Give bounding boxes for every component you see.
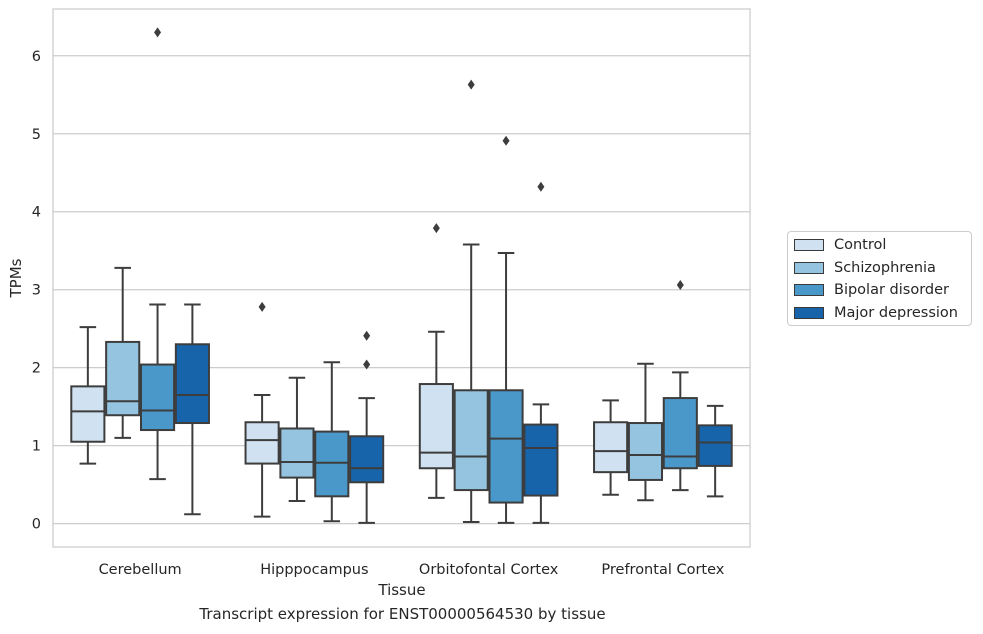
box-iqr bbox=[105, 340, 141, 417]
plot-frame bbox=[52, 8, 751, 548]
legend-item-major-depression: Major depression bbox=[794, 303, 958, 323]
legend-swatch-schizophrenia bbox=[794, 262, 824, 274]
x-tick-label: Prefrontal Cortex bbox=[601, 562, 724, 578]
box-hipppocampus-control bbox=[244, 301, 280, 518]
legend-label-schizophrenia: Schizophrenia bbox=[834, 260, 936, 276]
outlier-point bbox=[467, 79, 475, 90]
y-tick-label: 5 bbox=[32, 127, 41, 143]
box-orbitofontal-cortex-control bbox=[418, 223, 454, 499]
box-iqr bbox=[244, 421, 280, 465]
y-tick-label: 4 bbox=[32, 205, 41, 221]
box-iqr bbox=[488, 389, 524, 504]
y-tick-label: 1 bbox=[32, 439, 41, 455]
outlier-point bbox=[537, 181, 545, 192]
box-orbitofontal-cortex-major-depression bbox=[523, 181, 559, 524]
y-axis-label: TPMs bbox=[7, 258, 25, 298]
box-hipppocampus-bipolar-disorder bbox=[314, 361, 350, 523]
legend-item-schizophrenia: Schizophrenia bbox=[794, 258, 936, 278]
x-tick-labels: Cerebellum Hipppocampus Orbitofontal Corte… bbox=[99, 562, 725, 578]
y-tick-labels: 0 1 2 3 4 5 6 bbox=[32, 49, 41, 533]
box-iqr bbox=[70, 385, 106, 443]
box-cerebellum-bipolar-disorder bbox=[139, 27, 176, 481]
y-tick-label: 3 bbox=[32, 283, 41, 299]
box-iqr bbox=[453, 389, 489, 492]
legend-label-control: Control bbox=[834, 237, 887, 253]
legend-label-bipolar-disorder: Bipolar disorder bbox=[834, 282, 949, 298]
x-tick-label: Cerebellum bbox=[99, 562, 182, 578]
x-tick-label: Orbitofontal Cortex bbox=[419, 562, 559, 578]
box-orbitofontal-cortex-schizophrenia bbox=[453, 79, 489, 524]
x-axis-label: Tissue bbox=[377, 581, 425, 599]
box-iqr bbox=[627, 422, 664, 481]
box-iqr bbox=[279, 427, 315, 479]
box-prefrontal-cortex-major-depression bbox=[697, 404, 733, 498]
y-tick-label: 0 bbox=[32, 517, 41, 533]
box-iqr bbox=[349, 435, 385, 484]
box-orbitofontal-cortex-bipolar-disorder bbox=[488, 135, 524, 524]
outlier-point bbox=[502, 135, 510, 146]
box-hipppocampus-schizophrenia bbox=[279, 376, 315, 502]
outlier-point bbox=[154, 27, 162, 38]
box-iqr bbox=[662, 397, 698, 470]
legend-label-major-depression: Major depression bbox=[834, 305, 958, 321]
box-iqr bbox=[697, 424, 733, 467]
box-prefrontal-cortex-bipolar-disorder bbox=[662, 280, 698, 492]
outlier-point bbox=[676, 280, 684, 291]
box-cerebellum-major-depression bbox=[174, 303, 210, 516]
box-cerebellum-schizophrenia bbox=[105, 266, 141, 439]
y-tick-label: 2 bbox=[32, 361, 41, 377]
box-iqr bbox=[139, 363, 176, 432]
legend-swatch-major-depression bbox=[794, 307, 824, 319]
outlier-point bbox=[363, 359, 371, 370]
x-tick-label: Hipppocampus bbox=[260, 562, 368, 578]
box-iqr bbox=[314, 430, 350, 498]
box-iqr bbox=[174, 343, 210, 425]
chart-caption: Transcript expression for ENST0000056453… bbox=[199, 605, 606, 623]
box-hipppocampus-major-depression bbox=[349, 330, 385, 524]
legend: Control Schizophrenia Bipolar disorder M… bbox=[787, 231, 972, 326]
box-cerebellum-control bbox=[70, 326, 106, 465]
box-iqr bbox=[418, 383, 454, 470]
legend-swatch-bipolar-disorder bbox=[794, 284, 824, 296]
outlier-point bbox=[363, 330, 371, 341]
outlier-point bbox=[258, 301, 266, 312]
legend-item-bipolar-disorder: Bipolar disorder bbox=[794, 280, 949, 300]
y-tick-label: 6 bbox=[32, 49, 41, 65]
outlier-point bbox=[432, 223, 440, 234]
box-iqr bbox=[523, 423, 559, 497]
box-prefrontal-cortex-schizophrenia bbox=[627, 362, 664, 502]
box-iqr bbox=[593, 421, 629, 474]
legend-item-control: Control bbox=[794, 235, 886, 255]
box-prefrontal-cortex-control bbox=[593, 399, 629, 496]
legend-swatch-control bbox=[794, 239, 824, 251]
boxes bbox=[70, 27, 733, 524]
